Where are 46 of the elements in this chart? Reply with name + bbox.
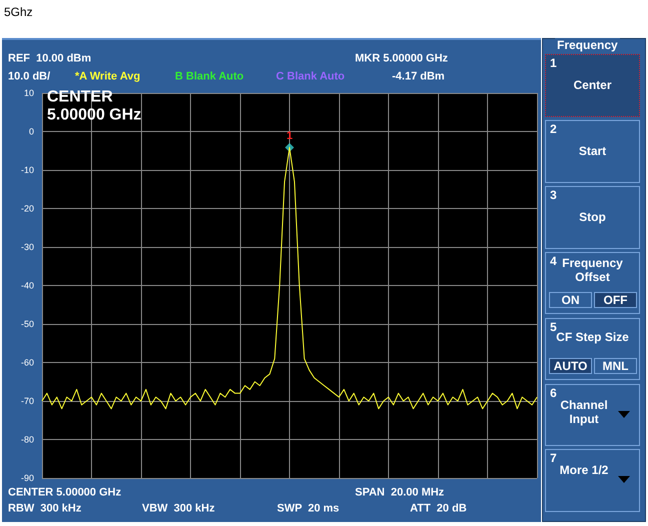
text: MNL [594, 358, 637, 374]
text: 6 [550, 386, 557, 400]
text: 1 [550, 56, 557, 70]
annotation: 1 [286, 130, 293, 142]
text: ATT 20 dB [410, 502, 467, 514]
y-tick-label: -50 [20, 319, 34, 329]
text: MKR 5.00000 GHz [355, 52, 448, 64]
text: -4.17 dBm [392, 70, 445, 82]
annotation: CENTER 5.00000 GHz [47, 88, 142, 124]
text: 4 [550, 254, 557, 268]
y-tick-label: -40 [20, 280, 34, 290]
y-tick-label: 10 [24, 88, 34, 98]
text: Center [572, 78, 612, 92]
text: *A Write Avg [75, 70, 140, 82]
y-tick-label: -70 [20, 396, 34, 406]
text: 3 [550, 188, 557, 202]
text: RBW 300 kHz [8, 502, 82, 514]
text: 10.0 dB/ [8, 70, 50, 82]
text: Channel Input [560, 398, 608, 426]
text: Start [578, 144, 608, 158]
y-tick-label: -20 [20, 204, 34, 214]
text: CF Step Size [556, 330, 630, 344]
text: VBW 300 kHz [142, 502, 216, 514]
y-tick-label: -60 [20, 358, 34, 368]
text: OFF [594, 292, 637, 308]
text: AUTO [549, 358, 592, 374]
y-tick-label: 0 [28, 126, 34, 136]
text: SWP 20 ms [277, 502, 340, 514]
text: REF 10.00 dBm [8, 52, 92, 64]
text: 5 [550, 320, 557, 334]
text: B Blank Auto [175, 70, 244, 82]
y-tick-label: -90 [20, 473, 34, 483]
text: 2 [550, 122, 557, 136]
text: CENTER 5.00000 GHz [8, 486, 122, 498]
text: More 1/2 [560, 463, 608, 477]
text: Frequency [555, 38, 620, 52]
text: SPAN 20.00 MHz [355, 486, 445, 498]
text: 7 [550, 451, 557, 465]
chart-title: 5Ghz [4, 5, 33, 19]
y-tick-label: -30 [20, 242, 34, 252]
y-tick-label: -80 [20, 434, 34, 444]
text: Stop [578, 210, 607, 224]
text: Frequency Offset [562, 256, 623, 284]
text: C Blank Auto [276, 70, 345, 82]
y-tick-label: -10 [20, 165, 34, 175]
text: ON [549, 292, 592, 308]
